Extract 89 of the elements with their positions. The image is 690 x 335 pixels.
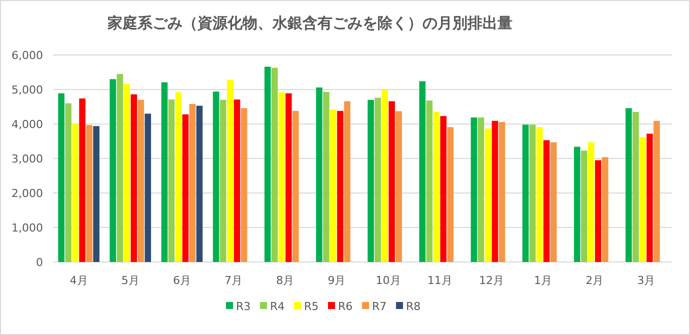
bar: [344, 101, 350, 262]
x-tick-label: 4月: [70, 274, 88, 287]
bar: [220, 100, 226, 262]
bar: [550, 142, 557, 262]
bar: [144, 114, 152, 262]
bar: [626, 108, 632, 262]
bar: [574, 146, 580, 262]
legend-label: R8: [406, 300, 421, 313]
bar: [124, 84, 130, 262]
bar: [323, 92, 330, 262]
bar: [226, 80, 234, 262]
bar: [368, 100, 374, 262]
bar: [602, 157, 608, 262]
y-tick-label: 3,000: [12, 152, 43, 166]
bar: [168, 100, 175, 262]
bar: [278, 92, 285, 262]
bar: [79, 98, 86, 262]
bar: [580, 150, 588, 262]
bar: [529, 124, 536, 262]
x-tick-label: 7月: [224, 274, 243, 287]
legend-label: R7: [372, 300, 387, 313]
bar: [498, 122, 506, 262]
bar: [632, 112, 639, 262]
bar: [440, 116, 447, 262]
bar: [433, 112, 440, 262]
bar: [189, 104, 196, 262]
x-tick-label: 9月: [328, 274, 346, 287]
legend-label: R3: [236, 300, 251, 313]
bar: [478, 117, 484, 262]
bar: [175, 92, 182, 262]
bar: [86, 125, 92, 262]
bar: [337, 110, 344, 262]
bar: [138, 100, 144, 262]
bar: [382, 90, 388, 262]
bar: [65, 103, 72, 262]
legend-label: R5: [304, 300, 319, 313]
bar: [492, 120, 498, 262]
bar: [72, 123, 78, 262]
x-tick-label: 11月: [427, 274, 452, 287]
bar: [536, 127, 543, 262]
bar: [234, 100, 240, 262]
y-tick-label: 5,000: [12, 84, 43, 96]
bar: [470, 117, 478, 262]
bar: [484, 128, 492, 262]
bar: [396, 111, 402, 262]
y-tick-label: 0: [36, 256, 43, 269]
legend-label: R6: [338, 300, 353, 313]
x-tick-label: 2月: [586, 274, 604, 287]
x-tick-label: 8月: [276, 274, 294, 287]
x-tick-label: 1月: [534, 274, 552, 287]
bar: [594, 160, 602, 262]
y-tick-label: 4,000: [12, 118, 43, 131]
bar: [271, 68, 278, 262]
bar: [182, 114, 189, 262]
y-tick-label: 6,000: [12, 49, 43, 62]
bar: [93, 126, 100, 262]
bar: [285, 93, 292, 262]
bar: [588, 142, 594, 262]
bar: [640, 137, 646, 262]
bar: [316, 87, 322, 262]
bar: [196, 106, 203, 262]
bar: [374, 98, 381, 262]
bar: [130, 94, 138, 262]
legend-label: R4: [270, 300, 285, 313]
x-tick-label: 6月: [172, 274, 191, 287]
bar: [240, 108, 248, 262]
bar: [654, 120, 660, 262]
x-tick-label: 10月: [376, 274, 401, 287]
bar: [646, 134, 653, 262]
bar: [419, 81, 426, 262]
bar: [212, 92, 220, 262]
bar: [388, 101, 395, 262]
bar: [330, 110, 336, 262]
bar: [161, 82, 168, 262]
y-tick-label: 2,000: [12, 187, 43, 200]
bar: [522, 124, 529, 262]
bar: [264, 66, 271, 262]
bar: [116, 74, 124, 262]
x-tick-label: 5月: [121, 274, 140, 287]
bar: [426, 100, 433, 262]
bar: [58, 93, 64, 262]
bar: [447, 127, 454, 262]
x-tick-label: 12月: [478, 274, 504, 287]
bar: [543, 140, 550, 262]
y-tick-label: 1,000: [12, 222, 43, 234]
chart-title: 家庭系ごみ（資源化物、水銀含有ごみを除く）の月別排出量: [106, 14, 512, 32]
x-tick-label: 3月: [637, 274, 656, 287]
bar: [110, 79, 116, 262]
bar: [292, 110, 299, 262]
